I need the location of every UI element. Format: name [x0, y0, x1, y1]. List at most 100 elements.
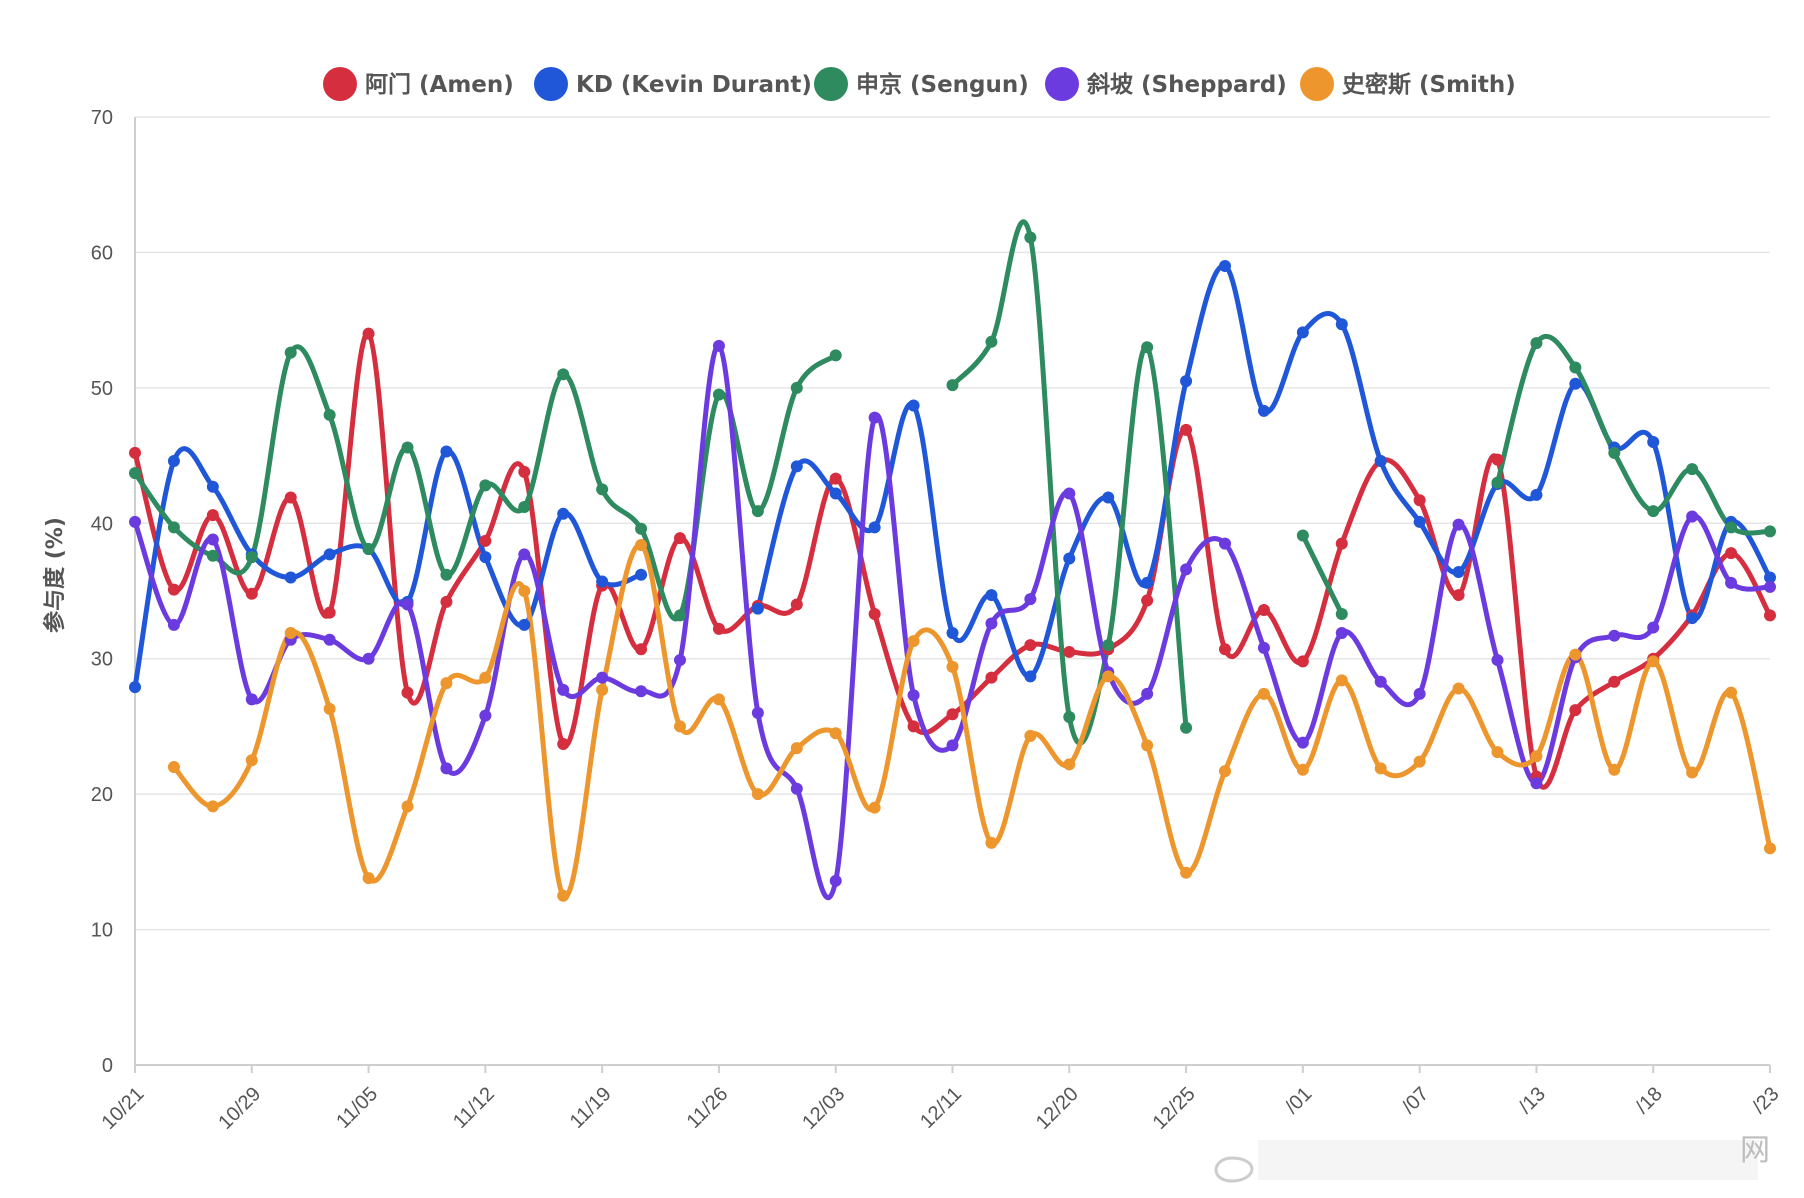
- series-1-point: [1219, 259, 1231, 272]
- series-2-point: [596, 483, 609, 496]
- series-4-point: [1219, 765, 1231, 778]
- series-1-point: [206, 480, 219, 493]
- series-4-point: [1764, 842, 1776, 855]
- y-tick-label: 60: [91, 242, 113, 264]
- watermark: 网: [1214, 1133, 1770, 1183]
- series-1-point: [1180, 375, 1193, 388]
- series-1-point: [1764, 571, 1776, 584]
- x-tick-label: /07: [1398, 1083, 1433, 1118]
- legend: 阿门 (Amen) KD (Kevin Durant) 申京 (Sengun) 斜坡 …: [323, 67, 1516, 101]
- series-0-point: [167, 583, 180, 596]
- series-0-point: [829, 472, 842, 485]
- series-2-point: [829, 349, 842, 362]
- x-tick-label: 11/12: [449, 1083, 499, 1133]
- series-4-point: [674, 720, 686, 733]
- legend-label-series-3: 斜坡 (Sheppard): [1086, 72, 1287, 98]
- series-2-point: [284, 346, 297, 359]
- series-4-point: [518, 585, 531, 597]
- series-2-point: [518, 501, 531, 514]
- series-3-point: [557, 683, 570, 696]
- series-4-point: [829, 727, 842, 740]
- series-0-point: [1569, 704, 1582, 717]
- series-1-point: [129, 681, 141, 694]
- legend-label-series-4: 史密斯 (Smith): [1342, 71, 1516, 98]
- series-4-point: [1530, 750, 1543, 763]
- series-3-point: [1764, 580, 1776, 593]
- legend-swatch-series-0: [323, 67, 357, 101]
- legend-label-series-0: 阿门 (Amen): [365, 71, 514, 98]
- series-0-point: [985, 671, 998, 684]
- series-0-point: [518, 465, 531, 478]
- series-2-point: [401, 441, 414, 454]
- y-axis-title: 参与度 (%): [42, 517, 68, 633]
- series-3-point: [206, 533, 219, 546]
- series-2-point: [635, 522, 648, 535]
- series-1-point: [479, 551, 492, 564]
- series-3-point: [868, 411, 881, 424]
- series-2-point: [167, 521, 180, 534]
- series-3-point: [518, 548, 531, 561]
- series-2-point: [440, 568, 453, 581]
- series-1-point: [1335, 318, 1348, 331]
- series-0-point: [1335, 537, 1348, 550]
- series-3-point: [479, 709, 492, 722]
- legend-swatch-series-2: [814, 67, 848, 101]
- series-0-point: [1024, 639, 1037, 652]
- series-2-point: [1335, 608, 1348, 621]
- series-2-point: [1063, 710, 1076, 723]
- series-3-point: [1335, 626, 1348, 639]
- series-3-point: [323, 633, 336, 646]
- series-4-point: [1647, 655, 1660, 668]
- series-2-point: [674, 609, 686, 622]
- series-1-point: [518, 618, 531, 631]
- series-4-line: [171, 542, 1773, 900]
- series-2-point: [1686, 463, 1699, 476]
- series-3-point: [1647, 621, 1660, 634]
- series-4-point: [1296, 763, 1309, 776]
- x-tick-label: /13: [1515, 1083, 1550, 1118]
- series-2-point: [1491, 476, 1504, 489]
- series-2-point: [362, 543, 375, 556]
- legend-swatch-series-1: [534, 67, 568, 101]
- series-3-point: [907, 689, 920, 702]
- series-points: [129, 231, 1776, 902]
- series-3-point: [946, 739, 959, 752]
- series-4-point: [323, 702, 336, 715]
- series-3-point: [1296, 736, 1309, 749]
- x-tick-label: 10/21: [98, 1083, 149, 1134]
- series-3-point: [829, 874, 842, 887]
- series-2-point: [1296, 529, 1309, 542]
- series-0-point: [1608, 675, 1621, 688]
- series-4-point: [1102, 670, 1115, 683]
- series-0-point: [907, 720, 920, 733]
- series-1-point: [323, 548, 336, 561]
- series-3-point: [674, 654, 686, 667]
- series-1-point: [751, 602, 764, 615]
- grid-lines: [135, 116, 1770, 1066]
- series-3-point: [1491, 654, 1504, 667]
- series-1-point: [1413, 515, 1426, 528]
- series-3-point: [1608, 629, 1621, 642]
- series-2-point: [1180, 721, 1193, 734]
- series-3-point: [1180, 563, 1193, 576]
- series-0-point: [1219, 643, 1231, 656]
- series-0-point: [674, 532, 686, 545]
- series-1-point: [596, 575, 609, 588]
- series-4-point: [1608, 763, 1621, 776]
- series-4-point: [790, 742, 803, 755]
- x-tick-label: 11/19: [566, 1083, 616, 1133]
- series-3-point: [751, 706, 764, 719]
- series-3-point: [985, 617, 998, 630]
- y-tick-label: 20: [91, 784, 113, 806]
- series-2-point: [790, 381, 803, 394]
- series-lines: [132, 219, 1773, 901]
- y-tick-label: 70: [91, 107, 113, 129]
- series-0-point: [401, 686, 414, 699]
- series-0-point: [635, 643, 648, 656]
- series-0-point: [1413, 494, 1426, 507]
- series-2-point: [946, 379, 959, 392]
- series-4-point: [557, 889, 570, 902]
- series-4-point: [1686, 766, 1699, 779]
- series-1-point: [1024, 670, 1037, 683]
- series-4-point: [907, 635, 920, 648]
